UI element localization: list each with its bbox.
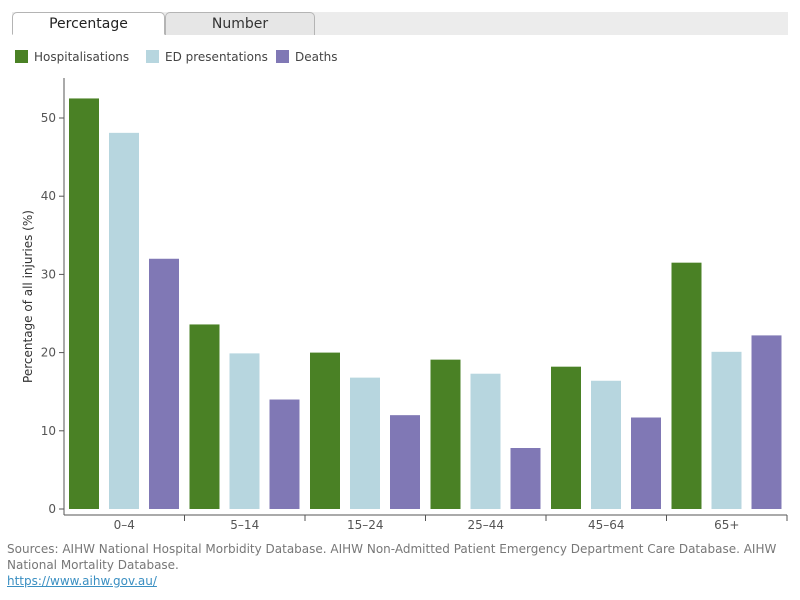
legend-item-hospitalisations[interactable]: Hospitalisations: [15, 49, 129, 65]
legend-swatch-ed-presentations: [146, 50, 159, 63]
y-tick-label: 50: [41, 111, 56, 125]
sources-note: Sources: AIHW National Hospital Morbidit…: [7, 541, 793, 589]
bar-ed-presentations-1: [229, 353, 260, 509]
bar-chart: 0 10 20 30 40 50 Percentage of all injuries (%…: [21, 78, 788, 532]
tab-number[interactable]: Number: [165, 12, 315, 35]
y-axis-title: Percentage of all injuries (%): [21, 210, 35, 383]
bar-deaths-4: [631, 417, 661, 509]
x-tick-label: 0–4: [114, 518, 135, 532]
y-tick-label: 30: [41, 267, 56, 281]
bar-hospitalisations-2: [310, 352, 340, 509]
bar-hospitalisations-0: [69, 98, 99, 509]
bar-hospitalisations-3: [430, 359, 461, 509]
bar-ed-presentations-5: [711, 351, 742, 509]
y-tick-label: 10: [41, 424, 56, 438]
bar-deaths-5: [751, 335, 782, 509]
bar-deaths-2: [390, 415, 420, 509]
x-tick-label: 5–14: [230, 518, 259, 532]
legend-item-ed-presentations[interactable]: ED presentations: [146, 49, 268, 65]
bar-ed-presentations-4: [591, 380, 621, 509]
bar-hospitalisations-1: [189, 324, 220, 509]
sources-text: Sources: AIHW National Hospital Morbidit…: [7, 542, 777, 572]
bar-ed-presentations-2: [350, 377, 380, 509]
x-tick-label: 25–44: [467, 518, 504, 532]
source-link[interactable]: https://www.aihw.gov.au/: [7, 574, 157, 588]
legend-swatch-deaths: [276, 50, 289, 63]
legend-swatch-hospitalisations: [15, 50, 28, 63]
bar-deaths-1: [269, 399, 300, 509]
legend-label-hospitalisations: Hospitalisations: [34, 50, 130, 64]
bar-deaths-3: [510, 448, 541, 509]
x-tick-label: 65+: [714, 518, 739, 532]
y-tick-label: 20: [41, 346, 56, 360]
bar-hospitalisations-5: [671, 262, 702, 509]
bar-hospitalisations-4: [551, 366, 581, 509]
x-tick-label: 45–64: [588, 518, 625, 532]
y-tick-label: 0: [48, 502, 56, 516]
view-tabs: Percentage Number: [12, 12, 788, 35]
y-tick-label: 40: [41, 189, 56, 203]
legend-label-ed-presentations: ED presentations: [165, 50, 268, 64]
legend-label-deaths: Deaths: [295, 50, 338, 64]
x-tick-label: 15–24: [347, 518, 384, 532]
bar-ed-presentations-0: [109, 132, 139, 509]
bar-deaths-0: [149, 258, 179, 509]
legend-item-deaths[interactable]: Deaths: [276, 49, 338, 65]
bar-ed-presentations-3: [470, 373, 501, 509]
tab-percentage[interactable]: Percentage: [12, 12, 165, 35]
